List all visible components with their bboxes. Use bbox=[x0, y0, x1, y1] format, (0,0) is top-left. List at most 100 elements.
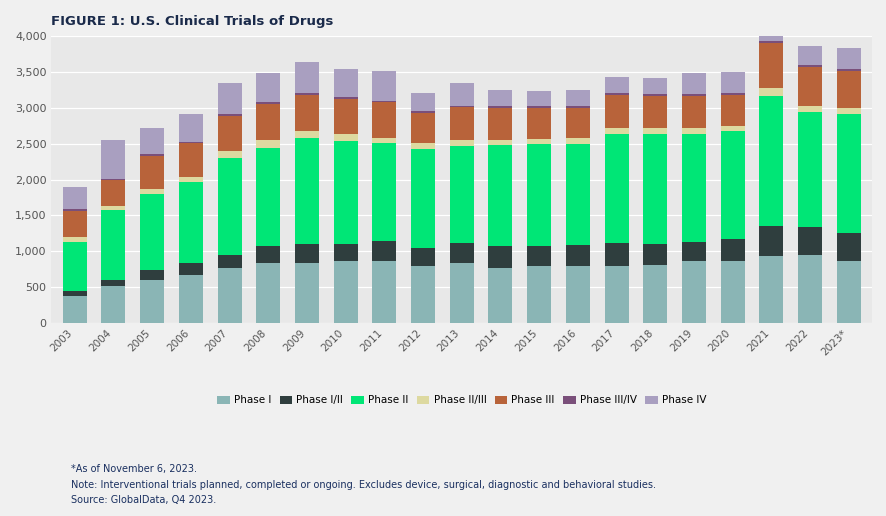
Text: Note: Interventional trials planned, completed or ongoing. Excludes device, surg: Note: Interventional trials planned, com… bbox=[71, 479, 656, 490]
Bar bbox=[719, 126, 744, 132]
Bar bbox=[179, 114, 203, 141]
Bar bbox=[835, 114, 859, 233]
Bar bbox=[179, 141, 203, 143]
Bar bbox=[719, 261, 744, 323]
Bar bbox=[295, 131, 319, 138]
Bar bbox=[449, 84, 473, 106]
Bar bbox=[101, 180, 125, 206]
Bar bbox=[642, 94, 666, 95]
Bar bbox=[256, 73, 280, 102]
Bar bbox=[449, 244, 473, 263]
Bar bbox=[217, 83, 241, 114]
Bar bbox=[681, 73, 705, 94]
Bar bbox=[140, 270, 164, 280]
Bar bbox=[372, 101, 396, 103]
Bar bbox=[63, 211, 87, 237]
Bar bbox=[179, 264, 203, 275]
Bar bbox=[63, 291, 87, 296]
Bar bbox=[488, 106, 512, 108]
Bar bbox=[179, 176, 203, 182]
Bar bbox=[410, 149, 434, 248]
Bar bbox=[565, 90, 589, 106]
Bar bbox=[295, 244, 319, 263]
Bar bbox=[295, 93, 319, 94]
Bar bbox=[604, 134, 628, 244]
Bar bbox=[681, 128, 705, 134]
Bar bbox=[758, 96, 782, 226]
Bar bbox=[449, 146, 473, 244]
Bar bbox=[604, 266, 628, 323]
Bar bbox=[835, 49, 859, 69]
Bar bbox=[758, 13, 782, 41]
Bar bbox=[333, 244, 357, 261]
Bar bbox=[835, 233, 859, 261]
Bar bbox=[140, 280, 164, 323]
Bar bbox=[256, 148, 280, 246]
Bar bbox=[256, 102, 280, 104]
Bar bbox=[101, 280, 125, 286]
Bar bbox=[372, 103, 396, 138]
Bar bbox=[488, 246, 512, 268]
Bar bbox=[526, 91, 550, 106]
Bar bbox=[719, 72, 744, 93]
Bar bbox=[526, 139, 550, 144]
Bar bbox=[488, 268, 512, 323]
Bar bbox=[797, 106, 821, 112]
Bar bbox=[565, 108, 589, 138]
Bar bbox=[256, 246, 280, 263]
Bar bbox=[410, 248, 434, 266]
Bar bbox=[179, 275, 203, 323]
Bar bbox=[410, 143, 434, 149]
Bar bbox=[681, 242, 705, 261]
Bar bbox=[719, 239, 744, 261]
Bar bbox=[333, 99, 357, 134]
Bar bbox=[797, 46, 821, 65]
Bar bbox=[179, 143, 203, 176]
Bar bbox=[604, 95, 628, 127]
Bar bbox=[835, 71, 859, 108]
Bar bbox=[797, 67, 821, 106]
Bar bbox=[565, 266, 589, 323]
Bar bbox=[63, 296, 87, 323]
Bar bbox=[63, 209, 87, 211]
Bar bbox=[565, 245, 589, 266]
Bar bbox=[256, 140, 280, 148]
Bar bbox=[101, 286, 125, 323]
Bar bbox=[372, 261, 396, 323]
Bar bbox=[488, 90, 512, 106]
Bar bbox=[333, 134, 357, 141]
Bar bbox=[410, 113, 434, 143]
Bar bbox=[63, 237, 87, 242]
Bar bbox=[758, 88, 782, 96]
Bar bbox=[333, 261, 357, 323]
Bar bbox=[835, 69, 859, 71]
Bar bbox=[101, 179, 125, 180]
Bar bbox=[101, 211, 125, 280]
Bar bbox=[217, 116, 241, 151]
Bar bbox=[449, 107, 473, 140]
Bar bbox=[217, 151, 241, 158]
Bar bbox=[526, 108, 550, 139]
Legend: Phase I, Phase I/II, Phase II, Phase II/III, Phase III, Phase III/IV, Phase IV: Phase I, Phase I/II, Phase II, Phase II/… bbox=[213, 391, 710, 410]
Bar bbox=[758, 43, 782, 88]
Bar bbox=[488, 145, 512, 246]
Bar bbox=[835, 108, 859, 114]
Bar bbox=[295, 94, 319, 131]
Bar bbox=[333, 141, 357, 244]
Bar bbox=[295, 263, 319, 323]
Bar bbox=[449, 106, 473, 107]
Bar bbox=[333, 96, 357, 99]
Bar bbox=[604, 93, 628, 95]
Bar bbox=[449, 263, 473, 323]
Bar bbox=[681, 95, 705, 128]
Bar bbox=[488, 108, 512, 140]
Bar bbox=[217, 158, 241, 255]
Bar bbox=[642, 78, 666, 94]
Bar bbox=[372, 143, 396, 241]
Bar bbox=[642, 95, 666, 128]
Bar bbox=[295, 138, 319, 244]
Bar bbox=[835, 261, 859, 323]
Bar bbox=[140, 155, 164, 188]
Bar bbox=[565, 138, 589, 143]
Bar bbox=[333, 69, 357, 96]
